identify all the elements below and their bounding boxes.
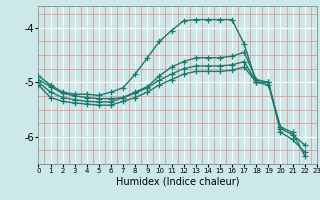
X-axis label: Humidex (Indice chaleur): Humidex (Indice chaleur) [116,177,239,187]
